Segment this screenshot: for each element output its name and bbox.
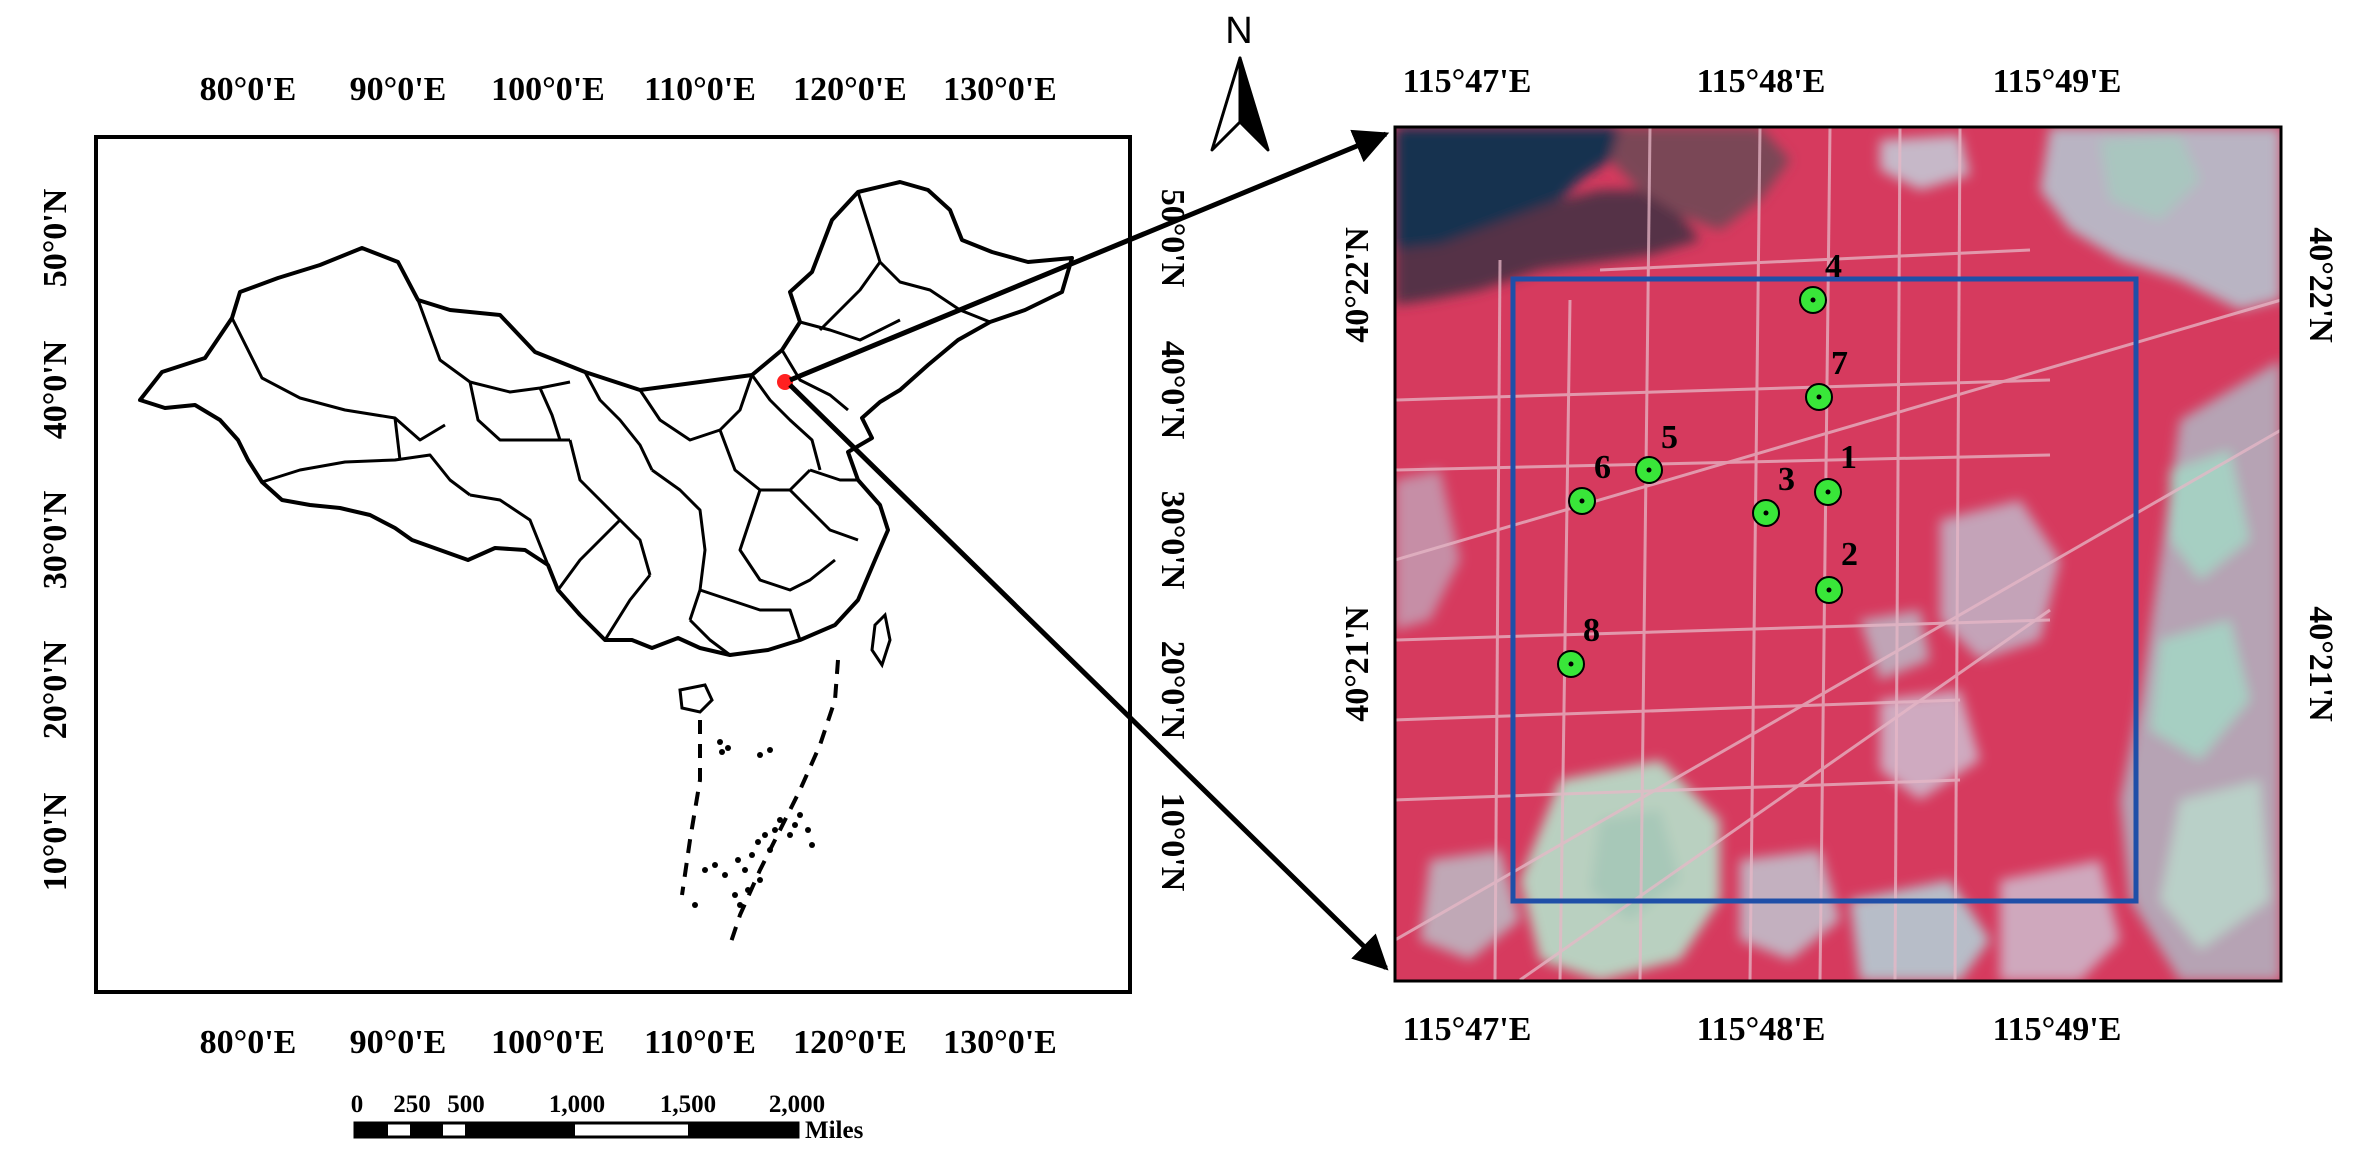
china-outline: [138, 180, 1074, 657]
south-sea-islands: [692, 739, 815, 908]
bottom-tick-label: 90°0'E: [350, 1024, 447, 1061]
left-tick-label: 40°22'N: [1339, 227, 1376, 343]
left-tick-label: 40°0'N: [37, 340, 74, 439]
north-arrow: N: [1210, 10, 1270, 152]
site-8: 8: [1557, 612, 1600, 678]
site-7: 7: [1805, 345, 1848, 411]
top-tick-label: 115°47'E: [1403, 63, 1532, 100]
study-location-marker: [777, 374, 793, 390]
province-boundaries: [230, 191, 991, 657]
site-label: 4: [1825, 248, 1842, 285]
imagery-frame: [1393, 125, 2283, 983]
scale-label: 2,000: [769, 1091, 825, 1118]
site-6: 6: [1568, 449, 1611, 515]
right-tick-label: 40°0'N: [1154, 341, 1191, 440]
site-2: 2: [1815, 536, 1858, 604]
right-tick-label: 20°0'N: [1154, 641, 1191, 740]
site-label: 3: [1778, 461, 1795, 498]
right-tick-label: 40°22'N: [2302, 227, 2339, 343]
site-marker-center: [1816, 394, 1822, 400]
site-marker-center: [1810, 297, 1816, 303]
bottom-tick-label: 80°0'E: [200, 1024, 297, 1061]
site-5: 5: [1635, 419, 1678, 484]
site-markers: 1 2 3 4 5: [1557, 248, 1858, 678]
bottom-tick-label: 110°0'E: [644, 1024, 756, 1061]
scale-label: 0: [351, 1091, 364, 1118]
bottom-tick-label: 115°48'E: [1697, 1011, 1826, 1048]
study-area-imagery: 1 2 3 4 5: [1339, 63, 2339, 1048]
bottom-tick-label: 115°49'E: [1993, 1011, 2122, 1048]
bottom-tick-label: 100°0'E: [491, 1024, 605, 1061]
scale-label: 500: [447, 1091, 485, 1118]
taiwan-island: [870, 611, 892, 669]
right-tick-label: 30°0'N: [1154, 491, 1191, 590]
top-tick-label: 90°0'E: [350, 71, 447, 108]
left-tick-label: 50°0'N: [37, 188, 74, 287]
dashed-boundary: [680, 659, 840, 946]
bottom-tick-label: 120°0'E: [793, 1024, 907, 1061]
scale-unit-label: Miles: [805, 1117, 864, 1144]
scale-label: 1,500: [660, 1091, 716, 1118]
top-tick-label: 120°0'E: [793, 71, 907, 108]
left-tick-label: 30°0'N: [37, 490, 74, 589]
site-label: 6: [1594, 449, 1611, 486]
site-label: 7: [1831, 345, 1848, 382]
scale-label: 250: [393, 1091, 431, 1118]
site-marker-center: [1825, 489, 1831, 495]
left-tick-label: 40°21'N: [1339, 606, 1376, 722]
scale-bar: 0 250 500 1,000 1,500 2,000 Miles: [351, 1091, 864, 1144]
scale-label: 1,000: [549, 1091, 605, 1118]
study-area-box: [1510, 276, 2139, 904]
connector-arrow-top: [789, 129, 1390, 383]
top-tick-label: 80°0'E: [200, 71, 297, 108]
site-3: 3: [1752, 461, 1795, 527]
hainan-island: [678, 683, 714, 714]
field-grid: [1395, 127, 2281, 981]
right-tick-label: 10°0'N: [1154, 793, 1191, 892]
north-arrow-label: N: [1225, 10, 1252, 52]
china-overview-map: 80°0'E 90°0'E 100°0'E 110°0'E 120°0'E 13…: [37, 71, 1191, 1061]
site-marker-center: [1826, 587, 1832, 593]
top-tick-label: 115°48'E: [1697, 63, 1826, 100]
left-tick-label: 10°0'N: [37, 792, 74, 891]
bottom-tick-label: 130°0'E: [943, 1024, 1057, 1061]
right-tick-label: 40°21'N: [2302, 606, 2339, 722]
right-tick-label: 50°0'N: [1154, 189, 1191, 288]
site-marker-center: [1568, 661, 1574, 667]
site-label: 1: [1840, 439, 1857, 476]
connector-arrow-bottom: [788, 383, 1389, 971]
site-marker-center: [1763, 510, 1769, 516]
site-1: 1: [1814, 439, 1857, 506]
top-tick-label: 115°49'E: [1993, 63, 2122, 100]
site-label: 2: [1841, 536, 1858, 573]
connector-arrows: [788, 129, 1390, 971]
left-tick-label: 20°0'N: [37, 640, 74, 739]
site-4: 4: [1799, 248, 1842, 314]
top-tick-label: 100°0'E: [491, 71, 605, 108]
site-marker-center: [1646, 467, 1652, 473]
top-tick-label: 110°0'E: [644, 71, 756, 108]
site-label: 8: [1583, 612, 1600, 649]
site-marker-center: [1579, 498, 1585, 504]
site-label: 5: [1661, 419, 1678, 456]
bottom-tick-label: 115°47'E: [1403, 1011, 1532, 1048]
top-tick-label: 130°0'E: [943, 71, 1057, 108]
